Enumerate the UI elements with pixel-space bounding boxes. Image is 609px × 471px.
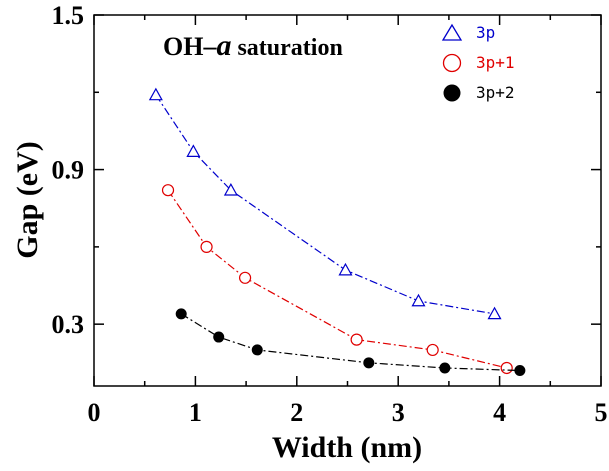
y-axis-label: Gap (eV) [11, 141, 44, 258]
legend-marker-triangle [441, 23, 463, 41]
legend-label: 3p [476, 23, 495, 42]
legend: 3p 3p+1 3p+2 [441, 23, 515, 102]
series-2 [175, 308, 526, 377]
series-line [167, 189, 507, 369]
data-point [175, 308, 187, 320]
x-tick-label: 4 [493, 398, 506, 427]
data-point [161, 184, 175, 197]
y-tick-label: 1.5 [52, 1, 85, 30]
data-point [238, 271, 252, 284]
data-point [186, 144, 201, 157]
annotation-suffix: saturation [231, 35, 342, 61]
series-line [155, 94, 495, 315]
data-point [514, 365, 526, 377]
y-tick-label: 0.9 [52, 156, 85, 185]
x-tick-label: 0 [88, 398, 101, 427]
data-point [500, 361, 513, 375]
series-0 [148, 87, 502, 320]
data-point [338, 262, 353, 276]
annotation-italic: a [216, 29, 231, 62]
data-point [350, 333, 363, 346]
legend-label: 3p+1 [476, 53, 515, 72]
legend-label: 3p+2 [476, 83, 515, 102]
x-tick-label: 2 [290, 398, 303, 427]
plot-frame [93, 14, 602, 387]
axis-tick-labels: 0 1 2 3 4 5 0.3 0.9 1.5 [52, 1, 608, 427]
x-tick-label: 1 [189, 398, 202, 427]
series-1 [161, 184, 513, 375]
data-point [148, 87, 163, 101]
data-point [213, 331, 225, 343]
data-point [363, 357, 375, 369]
y-tick-label: 0.3 [52, 310, 85, 339]
data-point [426, 343, 439, 357]
axis-ticks [93, 14, 602, 386]
data-point [411, 293, 426, 307]
series-line [180, 313, 520, 372]
x-tick-label: 5 [595, 398, 608, 427]
legend-marker [442, 53, 462, 73]
data-point [223, 182, 238, 196]
series-layer [148, 87, 526, 377]
x-axis-label: Width (nm) [272, 431, 422, 464]
data-point [251, 344, 263, 356]
legend-marker [443, 84, 461, 102]
data-point [439, 362, 451, 374]
x-tick-label: 3 [392, 398, 405, 427]
data-point [200, 240, 213, 253]
annotation-prefix: OH– [163, 32, 217, 61]
data-point [487, 306, 502, 320]
chart-annotation: OH–a saturation [163, 29, 343, 62]
